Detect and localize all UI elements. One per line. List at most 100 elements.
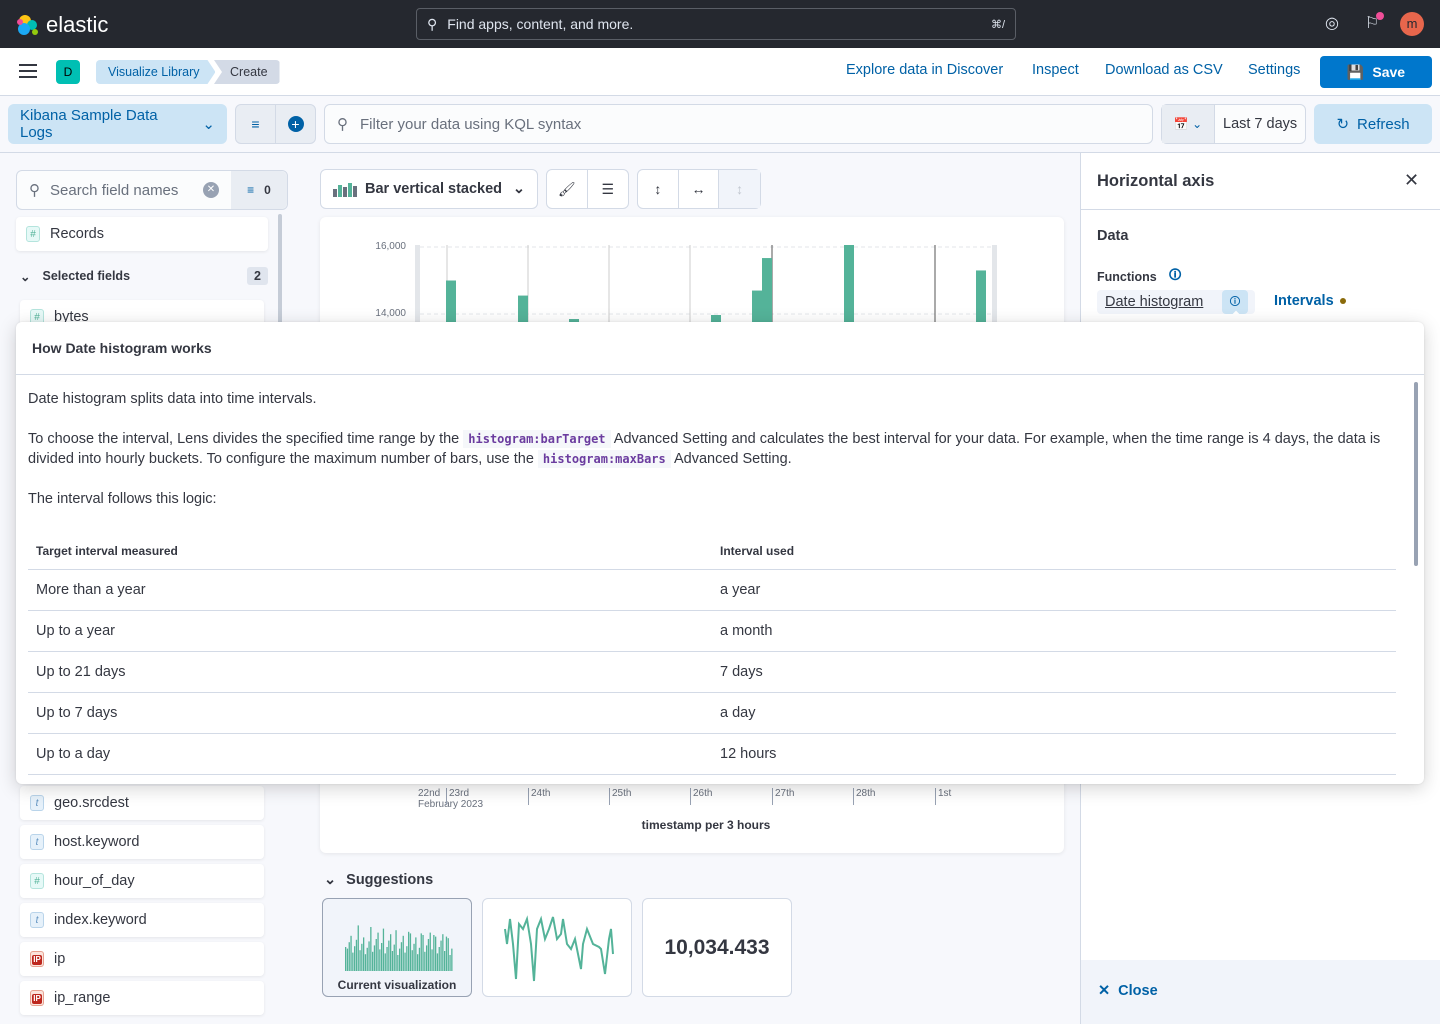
x-tick-label: 24th	[528, 788, 550, 805]
field-records[interactable]: # Records	[16, 217, 268, 251]
bottom-axis-icon[interactable]: ↔	[679, 170, 720, 208]
selected-count-badge: 2	[247, 267, 268, 285]
field-index-keyword[interactable]: t index.keyword	[20, 903, 264, 937]
kql-search-input[interactable]: ⚲ Filter your data using KQL syntax	[324, 104, 1153, 144]
refresh-icon: ↻	[1336, 116, 1350, 133]
setting-code: histogram:maxBars	[537, 450, 671, 468]
field-ip[interactable]: IP ip	[20, 942, 264, 976]
field-host-keyword[interactable]: t host.keyword	[20, 825, 264, 859]
thumb-bar	[381, 943, 383, 971]
menu-icon[interactable]	[19, 64, 37, 78]
x-tick-label: 23rd	[446, 788, 469, 805]
download-csv-link[interactable]: Download as CSV	[1105, 62, 1223, 78]
y-tick-label: 14,000	[375, 308, 406, 319]
field-search-input[interactable]: ⚲ Search field names ✕ ≡ 0	[16, 170, 288, 210]
table-cell: Up to 7 days	[28, 692, 712, 734]
field-label: geo.srcdest	[54, 795, 129, 811]
string-type-icon: t	[30, 834, 44, 850]
popover-body: Date histogram splits data into time int…	[28, 375, 1398, 784]
thumb-bar	[364, 954, 367, 971]
thumb-bar	[449, 955, 451, 971]
sidebar-scrollbar[interactable]	[278, 214, 282, 324]
paintbrush-icon[interactable]: 🖌	[547, 170, 588, 208]
data-view-picker[interactable]: Kibana Sample Data Logs ⌄	[8, 104, 227, 144]
field-filter-button[interactable]: ≡ 0	[231, 171, 287, 209]
column-header: Target interval measured	[28, 529, 712, 570]
app-nav-bar	[0, 48, 1440, 96]
suggestions-toggle[interactable]: ⌄ Suggestions	[324, 872, 433, 888]
field-search-placeholder: Search field names	[50, 181, 179, 199]
elastic-logo[interactable]: elastic	[16, 12, 108, 38]
thumb-bar	[375, 939, 377, 971]
settings-link[interactable]: Settings	[1248, 62, 1301, 78]
documentation-icon[interactable]: 🛈	[1168, 268, 1182, 282]
save-button[interactable]: 💾 Save	[1320, 56, 1432, 88]
thumb-bar	[438, 947, 440, 971]
column-header: Interval used	[712, 529, 1396, 570]
functions-text: Functions	[1097, 269, 1157, 284]
field-label: bytes	[54, 309, 89, 325]
filter-menu-icon[interactable]: ≡	[236, 105, 276, 143]
breadcrumb-visualize-library[interactable]: Visualize Library	[96, 60, 215, 84]
thumb-bar	[373, 945, 376, 971]
help-icon[interactable]: ◎	[1325, 15, 1339, 32]
field-label: ip_range	[54, 990, 111, 1006]
thumb-bar	[393, 944, 395, 971]
field-ip-range[interactable]: IP ip_range	[20, 981, 264, 1015]
field-hour-of-day[interactable]: # hour_of_day	[20, 864, 264, 898]
close-icon[interactable]: ✕	[1404, 170, 1420, 190]
date-picker[interactable]: 📅 ⌄ Last 7 days	[1161, 104, 1306, 144]
legend-icon[interactable]: ☰	[601, 180, 615, 197]
intervals-label: Intervals	[1274, 293, 1334, 309]
documentation-icon[interactable]: 🛈	[1222, 290, 1248, 314]
x-tick-label: 26th	[690, 788, 712, 805]
thumb-bar	[420, 933, 422, 971]
suggestion-line[interactable]	[482, 898, 632, 997]
suggestion-metric[interactable]: 10,034.433	[642, 898, 792, 997]
flyout-title: Horizontal axis	[1097, 172, 1215, 190]
bar	[752, 290, 762, 327]
flyout-header	[1081, 153, 1440, 210]
line-thumbnail	[504, 915, 614, 982]
style-toolbar: 🖌 ☰	[546, 169, 629, 209]
chart-type-picker[interactable]: Bar vertical stacked ⌄	[320, 169, 538, 209]
selected-fields-header[interactable]: ⌄ Selected fields 2	[20, 264, 268, 288]
thumb-bar	[368, 941, 370, 971]
thumb-bar	[352, 952, 354, 971]
thumb-bar	[386, 947, 388, 971]
calendar-icon[interactable]: 📅 ⌄	[1162, 105, 1215, 143]
thumb-bar	[429, 932, 431, 971]
field-label: Records	[50, 226, 104, 242]
close-button[interactable]: ✕ Close	[1098, 983, 1158, 999]
thumb-bar	[359, 950, 361, 971]
string-type-icon: t	[30, 795, 44, 811]
add-filter-icon[interactable]: +	[276, 105, 315, 143]
data-section-title: Data	[1097, 228, 1129, 244]
x-tick-label: 25th	[609, 788, 631, 805]
popover-scrollbar[interactable]	[1414, 382, 1418, 566]
space-avatar[interactable]: D	[56, 60, 80, 84]
thumb-bar	[363, 937, 365, 971]
thumb-bar	[346, 948, 349, 971]
save-icon: 💾	[1346, 63, 1365, 80]
data-view-label: Kibana Sample Data Logs	[20, 107, 158, 141]
bar	[446, 280, 456, 327]
right-axis-icon[interactable]: ↕	[719, 170, 760, 208]
bar-chart[interactable]	[320, 217, 1064, 327]
suggestion-current[interactable]: Current visualization	[322, 898, 472, 997]
function-intervals[interactable]: Intervals	[1274, 293, 1346, 309]
refresh-button[interactable]: ↻ Refresh	[1314, 104, 1432, 144]
date-range-label[interactable]: Last 7 days	[1223, 116, 1298, 132]
global-search-input[interactable]: ⚲ Find apps, content, and more. ⌘/	[416, 8, 1016, 40]
explore-discover-link[interactable]: Explore data in Discover	[846, 62, 1004, 78]
left-axis-icon[interactable]: ↕	[638, 170, 679, 208]
clear-icon[interactable]: ✕	[203, 182, 219, 198]
user-avatar[interactable]: m	[1400, 12, 1424, 36]
thumb-bar	[444, 951, 446, 971]
thumb-bar	[408, 931, 410, 971]
thumb-bar	[442, 934, 444, 971]
field-geo-srcdest[interactable]: t geo.srcdest	[20, 786, 264, 820]
news-feed-icon[interactable]: ⚐	[1360, 12, 1384, 36]
inspect-link[interactable]: Inspect	[1032, 62, 1079, 78]
breadcrumb-create: Create	[214, 60, 280, 84]
